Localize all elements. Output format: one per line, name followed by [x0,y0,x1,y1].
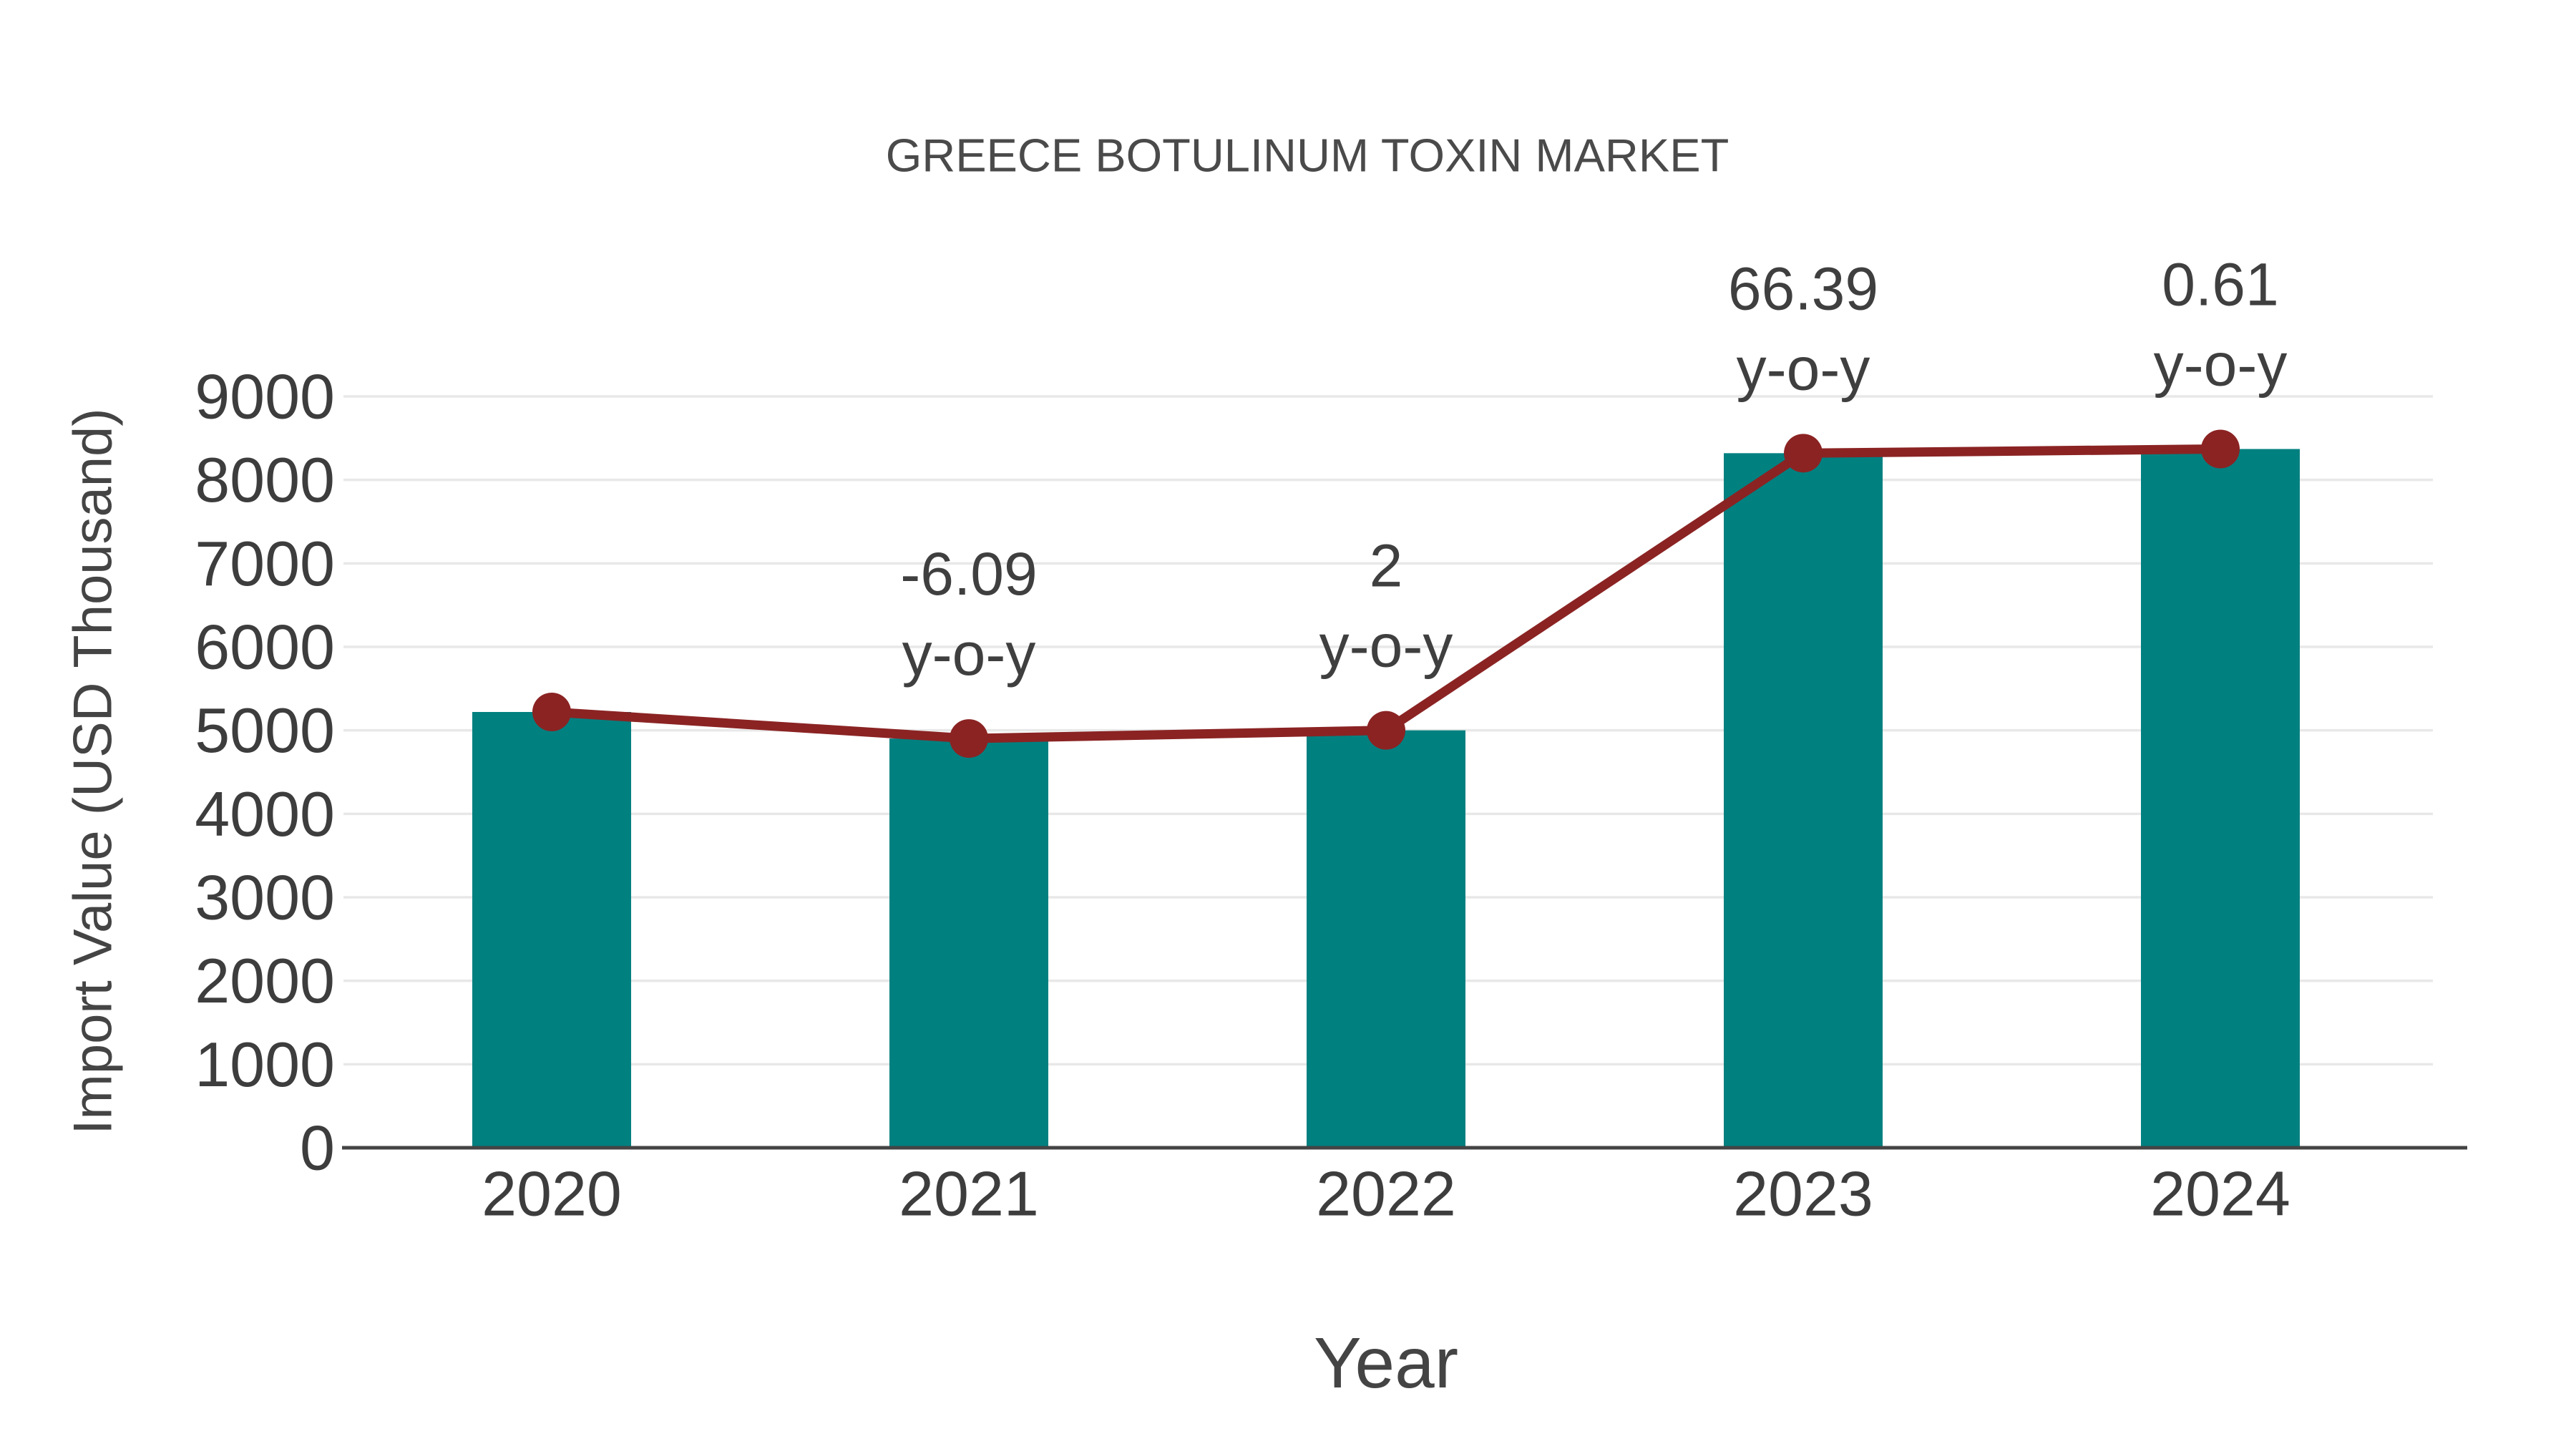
y-tick-label: 6000 [195,612,335,683]
bar [472,712,631,1148]
x-axis-tick-labels: 2020 2021 2022 2023 2024 [482,1158,2290,1229]
trend-marker [950,719,988,758]
yoy-value-label: -6.09 [900,540,1037,608]
yoy-value-label: 0.61 [2162,251,2279,318]
trend-marker [532,693,571,731]
bar [889,738,1048,1148]
yoy-suffix-label: y-o-y [1319,613,1453,680]
y-tick-label: 8000 [195,444,335,515]
y-tick-label: 7000 [195,528,335,599]
y-tick-label: 1000 [195,1029,335,1100]
x-axis-title: Year [1314,1323,1458,1403]
trend-marker [2201,429,2240,469]
x-tick-label: 2022 [1316,1158,1456,1229]
bar [1724,453,1883,1148]
trend-marker [1367,711,1405,750]
y-axis-title: Import Value (USD Thousand) [63,408,124,1134]
yoy-suffix-label: y-o-y [2154,331,2288,399]
trend-marker [1784,434,1823,473]
yoy-value-label: 66.39 [1728,255,1878,322]
y-tick-label: 0 [300,1113,335,1184]
yoy-value-label: 2 [1370,532,1403,600]
trend-markers [532,429,2240,758]
y-tick-label: 4000 [195,779,335,849]
y-tick-label: 9000 [195,361,335,432]
bar [1307,730,1465,1148]
yoy-annotations: -6.09 y-o-y 2 y-o-y 66.39 y-o-y 0.61 y-o-y [900,251,2287,688]
x-tick-label: 2024 [2150,1158,2290,1229]
x-tick-label: 2023 [1733,1158,1873,1229]
y-tick-label: 5000 [195,695,335,766]
x-tick-label: 2020 [482,1158,622,1229]
bar-series [472,449,2300,1148]
y-axis-tick-labels: 0 1000 2000 3000 4000 5000 6000 7000 8000 9000 [195,361,335,1184]
yoy-suffix-label: y-o-y [902,620,1036,688]
chart-title: GREECE BOTULINUM TOXIN MARKET [886,130,1729,182]
bar [2141,449,2300,1148]
yoy-suffix-label: y-o-y [1737,335,1870,402]
y-tick-label: 2000 [195,945,335,1016]
y-tick-label: 3000 [195,862,335,933]
x-tick-label: 2021 [899,1158,1039,1229]
